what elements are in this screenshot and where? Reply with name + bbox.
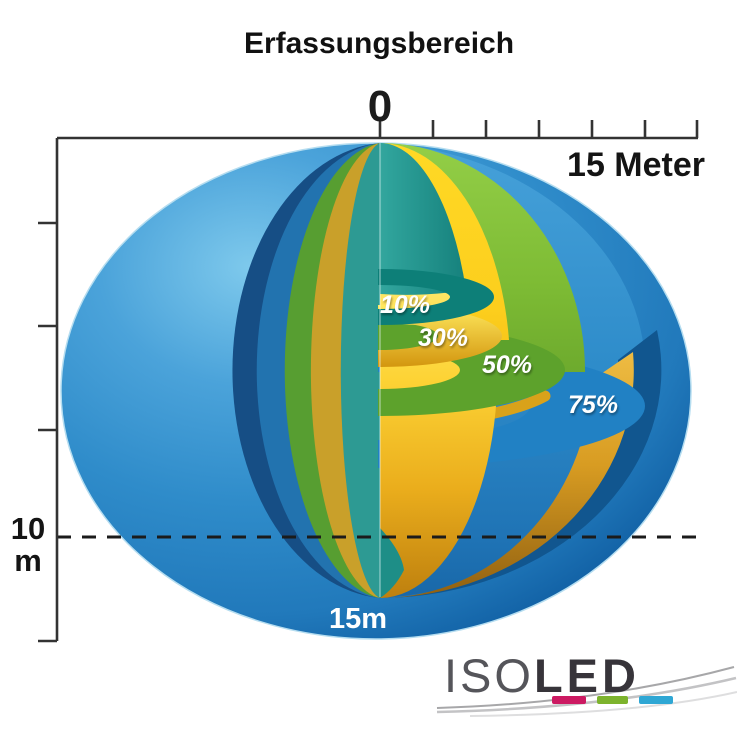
cross-band-teal [340,143,380,598]
logo-bar-magenta [552,696,586,704]
brand-logo-suffix: LED [533,649,640,702]
brand-logo-prefix: ISO [444,649,534,702]
teal-bottom-sliver [380,528,404,598]
vertical-axis-ticks [38,221,57,643]
axis-origin-label: 0 [367,82,393,131]
page-title: Erfassungsbereich [243,27,515,60]
horizontal-axis-ticks [378,120,699,138]
horizontal-axis-label: 15 Meter [567,146,705,184]
vertical-axis-value: 10 [10,511,46,546]
logo-bar-blue [639,696,673,704]
vertical-axis-unit: m [14,543,42,579]
axes [38,120,699,643]
zone-label-50: 50% [481,351,533,379]
brand-logo: ISOLED [444,652,640,699]
vertical-axis-label: 10 m [4,511,52,579]
zone-label-75: 75% [567,391,619,419]
cross-section-face [232,143,380,598]
range-label: 15m [328,603,388,635]
zone-band-50 [380,142,586,372]
logo-bar-green [597,696,628,704]
zone-label-10: 10% [379,291,431,319]
zone-label-30: 30% [417,324,469,352]
ledge-10 [378,269,494,325]
zone-dome-10 [380,143,466,295]
